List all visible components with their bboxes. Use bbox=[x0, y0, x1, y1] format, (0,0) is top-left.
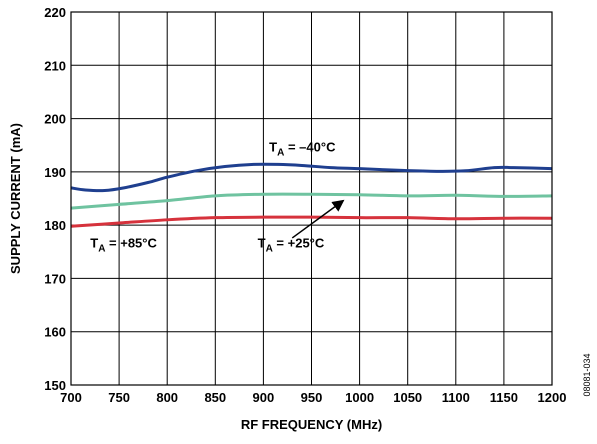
series-annotation-3: TA = +25°C bbox=[258, 236, 325, 255]
x-axis-title: RF FREQUENCY (MHz) bbox=[241, 417, 382, 432]
x-tick-label: 700 bbox=[60, 390, 82, 405]
y-tick-label: 190 bbox=[44, 165, 66, 180]
y-tick-label: 180 bbox=[44, 218, 66, 233]
tick-labels: 700 750 800 850 900 950 1000 1050 1100 1150 1200 15… bbox=[44, 5, 566, 405]
x-tick-label: 950 bbox=[301, 390, 323, 405]
annotations: TA = –40°C TA = +85°C TA = +25°C bbox=[90, 140, 345, 255]
y-axis-title: SUPPLY CURRENT (mA) bbox=[8, 123, 23, 274]
series-annotation-1: TA = –40°C bbox=[269, 140, 336, 159]
x-tick-label: 1200 bbox=[538, 390, 567, 405]
grid-lines bbox=[70, 11, 553, 386]
y-tick-label: 200 bbox=[44, 112, 66, 127]
x-tick-label: 1150 bbox=[490, 390, 518, 405]
data-series bbox=[70, 162, 553, 228]
series-annotation-2: TA = +85°C bbox=[90, 236, 157, 255]
y-tick-label: 220 bbox=[44, 5, 66, 20]
x-tick-label: 1050 bbox=[393, 390, 422, 405]
y-tick-label: 150 bbox=[44, 378, 66, 393]
plot-frame bbox=[70, 11, 553, 386]
x-tick-label: 1100 bbox=[442, 390, 470, 405]
x-tick-label: 900 bbox=[253, 390, 275, 405]
y-tick-label: 170 bbox=[44, 271, 66, 286]
x-tick-label: 750 bbox=[108, 390, 130, 405]
y-tick-label: 210 bbox=[44, 58, 66, 73]
y-tick-label: 160 bbox=[44, 325, 66, 340]
x-tick-label: 800 bbox=[156, 390, 178, 405]
series-line-1 bbox=[70, 162, 553, 193]
x-tick-label: 850 bbox=[204, 390, 226, 405]
annotation-arrow bbox=[291, 199, 345, 239]
series-line-3 bbox=[70, 215, 553, 228]
series-line-2 bbox=[70, 192, 553, 210]
figure-id: 08081-034 bbox=[582, 353, 592, 396]
x-tick-label: 1000 bbox=[345, 390, 374, 405]
